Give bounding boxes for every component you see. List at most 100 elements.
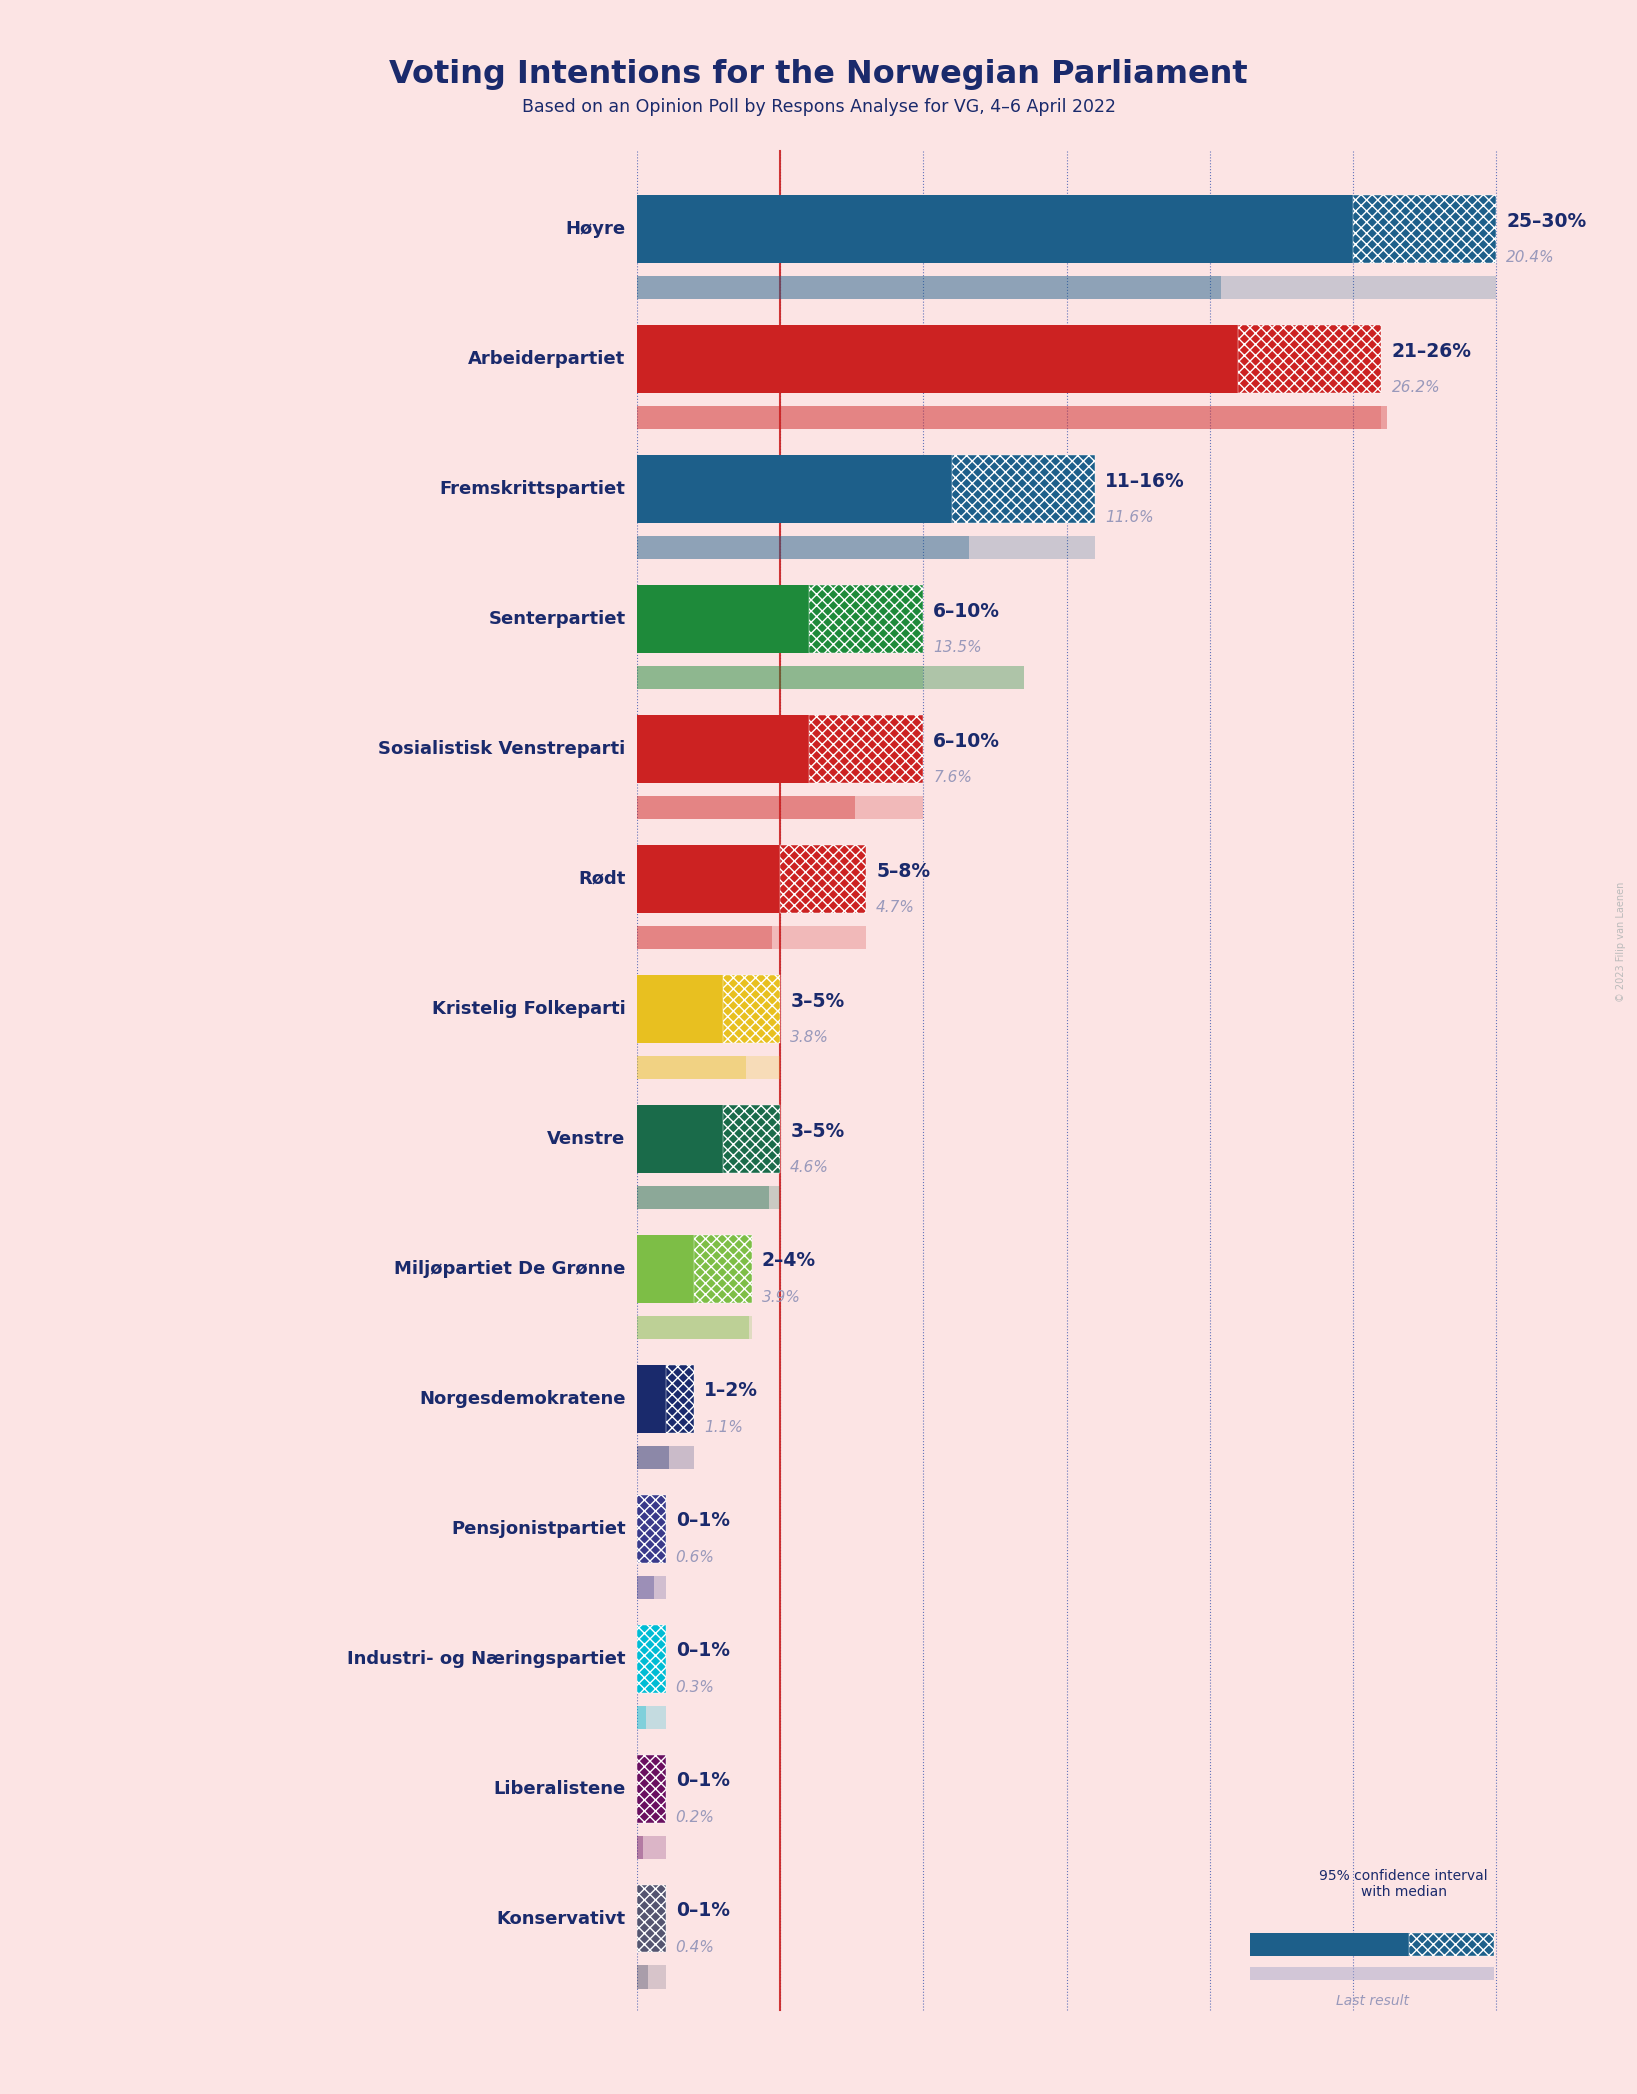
Text: 3.8%: 3.8%	[791, 1030, 828, 1045]
Text: 95% confidence interval
with median: 95% confidence interval with median	[1319, 1870, 1488, 1899]
Text: Norgesdemokratene: Norgesdemokratene	[419, 1390, 625, 1407]
Text: 11–16%: 11–16%	[1105, 471, 1185, 490]
Text: Arbeiderpartiet: Arbeiderpartiet	[468, 350, 625, 369]
Bar	[637, 666, 1023, 689]
Bar	[637, 1445, 694, 1470]
Bar	[637, 714, 809, 783]
Bar	[781, 846, 866, 913]
Text: 0.6%: 0.6%	[676, 1550, 714, 1564]
Bar	[809, 584, 923, 653]
Bar	[637, 926, 771, 949]
Bar	[637, 1625, 666, 1692]
Bar	[637, 1315, 748, 1338]
Text: Rødt: Rødt	[578, 869, 625, 888]
Text: Liberalistene: Liberalistene	[493, 1780, 625, 1799]
Text: 4.7%: 4.7%	[876, 900, 915, 915]
Text: 20.4%: 20.4%	[1506, 249, 1555, 266]
Text: 13.5%: 13.5%	[933, 641, 982, 655]
Bar	[637, 276, 1221, 299]
Bar	[724, 1106, 781, 1173]
Text: 0–1%: 0–1%	[676, 1642, 730, 1661]
Text: 0.3%: 0.3%	[676, 1679, 714, 1694]
Bar	[953, 454, 1095, 524]
Text: 2–4%: 2–4%	[761, 1252, 815, 1271]
Bar	[637, 1966, 666, 1989]
Text: 3–5%: 3–5%	[791, 1122, 845, 1141]
Bar	[809, 714, 923, 783]
Bar	[637, 1575, 655, 1600]
Bar	[637, 796, 923, 819]
Bar	[637, 1755, 666, 1822]
Bar	[637, 584, 809, 653]
Bar	[637, 325, 1238, 394]
Bar	[724, 976, 781, 1043]
Text: Industri- og Næringspartiet: Industri- og Næringspartiet	[347, 1650, 625, 1667]
Text: 25–30%: 25–30%	[1506, 211, 1586, 230]
Bar	[637, 846, 781, 913]
Text: Based on an Opinion Poll by Respons Analyse for VG, 4–6 April 2022: Based on an Opinion Poll by Respons Anal…	[522, 98, 1115, 117]
Text: 0–1%: 0–1%	[676, 1772, 730, 1790]
Text: Miljøpartiet De Grønne: Miljøpartiet De Grønne	[395, 1261, 625, 1277]
Bar	[637, 1966, 648, 1989]
Bar	[637, 666, 923, 689]
Bar	[637, 926, 866, 949]
Bar	[666, 1365, 694, 1432]
Bar	[637, 276, 1496, 299]
Text: 0.4%: 0.4%	[676, 1939, 714, 1956]
Text: Senterpartiet: Senterpartiet	[488, 609, 625, 628]
Bar	[637, 406, 1382, 429]
Bar	[637, 1235, 694, 1302]
Text: Høyre: Høyre	[565, 220, 625, 239]
Text: Last result: Last result	[1336, 1993, 1408, 2008]
Text: 5–8%: 5–8%	[876, 861, 930, 882]
Text: 21–26%: 21–26%	[1391, 341, 1472, 360]
Bar	[1408, 1933, 1495, 1956]
Bar	[637, 976, 724, 1043]
Text: Pensjonistpartiet: Pensjonistpartiet	[450, 1520, 625, 1537]
Bar	[1238, 325, 1382, 394]
Bar	[637, 1836, 666, 1859]
Bar	[637, 1705, 666, 1730]
Text: 4.6%: 4.6%	[791, 1160, 828, 1175]
Text: 0–1%: 0–1%	[676, 1901, 730, 1920]
Text: 0–1%: 0–1%	[676, 1512, 730, 1531]
Bar	[637, 1315, 751, 1338]
Bar	[637, 536, 1095, 559]
Text: 0.2%: 0.2%	[676, 1809, 714, 1824]
Bar	[637, 1705, 645, 1730]
Bar	[694, 1235, 751, 1302]
Text: 6–10%: 6–10%	[933, 601, 1000, 620]
Bar	[637, 536, 969, 559]
Bar	[637, 1185, 769, 1208]
Text: 1–2%: 1–2%	[704, 1382, 758, 1401]
Text: Fremskrittspartiet: Fremskrittspartiet	[440, 480, 625, 498]
Bar	[637, 796, 855, 819]
Bar	[637, 1885, 666, 1952]
Bar	[637, 1055, 781, 1078]
Bar	[1251, 1933, 1408, 1956]
Bar	[637, 1106, 724, 1173]
Bar	[637, 1185, 781, 1208]
Text: 6–10%: 6–10%	[933, 731, 1000, 750]
Text: 1.1%: 1.1%	[704, 1420, 743, 1434]
Text: 3.9%: 3.9%	[761, 1290, 800, 1305]
Bar	[637, 406, 1387, 429]
Bar	[637, 1445, 668, 1470]
Text: 11.6%: 11.6%	[1105, 511, 1154, 526]
Bar	[637, 1575, 666, 1600]
Bar	[637, 1055, 746, 1078]
Bar	[637, 1836, 643, 1859]
Bar	[637, 1365, 666, 1432]
Bar	[1352, 195, 1496, 262]
Text: Konservativt: Konservativt	[496, 1910, 625, 1929]
Bar	[1251, 1966, 1495, 1979]
Text: Venstre: Venstre	[547, 1131, 625, 1148]
Bar	[637, 195, 1352, 262]
Text: Kristelig Folkeparti: Kristelig Folkeparti	[432, 999, 625, 1018]
Text: 7.6%: 7.6%	[933, 771, 972, 785]
Text: 3–5%: 3–5%	[791, 993, 845, 1011]
Text: 26.2%: 26.2%	[1391, 379, 1441, 396]
Text: © 2023 Filip van Laenen: © 2023 Filip van Laenen	[1616, 882, 1626, 1003]
Bar	[637, 1495, 666, 1562]
Bar	[637, 454, 953, 524]
